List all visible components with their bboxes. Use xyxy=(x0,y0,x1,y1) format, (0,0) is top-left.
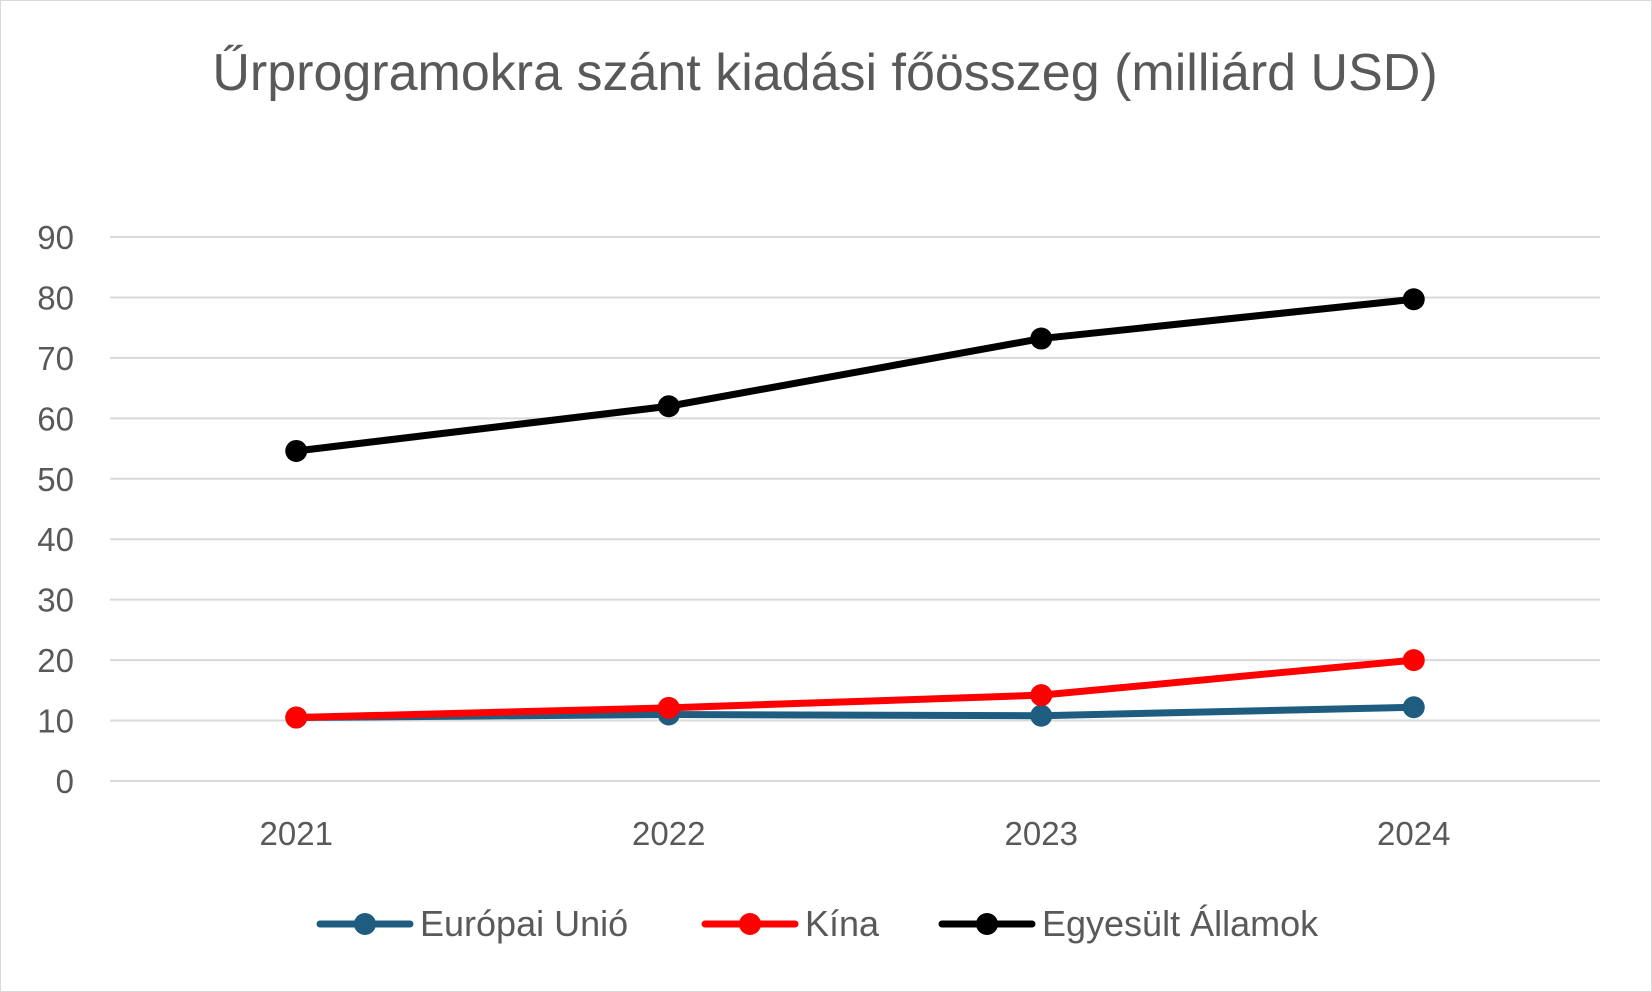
series-group xyxy=(285,288,1425,729)
legend-item: Európai Unió xyxy=(316,903,628,944)
gridlines xyxy=(110,236,1600,782)
data-point xyxy=(285,706,308,729)
series-line xyxy=(292,656,1418,722)
series-2 xyxy=(285,288,1425,462)
data-point xyxy=(1030,327,1053,350)
data-point xyxy=(285,439,308,462)
data-point xyxy=(1402,649,1425,672)
series-line xyxy=(292,295,1418,455)
y-tick-label: 90 xyxy=(37,219,74,256)
y-tick-label: 0 xyxy=(56,763,74,800)
x-tick-label: 2023 xyxy=(1005,815,1078,852)
y-tick-label: 40 xyxy=(37,521,74,558)
data-point xyxy=(1402,288,1425,311)
series-1 xyxy=(285,649,1425,729)
y-tick-label: 70 xyxy=(37,340,74,377)
legend-label: Egyesült Államok xyxy=(1042,903,1319,944)
y-tick-label: 80 xyxy=(37,279,74,316)
legend: Európai Unió Kína Egyesült Államok xyxy=(316,903,1319,944)
legend-swatch-marker xyxy=(976,913,998,935)
legend-item: Kína xyxy=(701,903,880,944)
data-point xyxy=(657,395,680,418)
y-tick-label: 20 xyxy=(37,642,74,679)
chart-title: Űrprogramokra szánt kiadási főösszeg (mi… xyxy=(212,44,1438,102)
y-axis-ticks: 0 10 20 30 40 50 60 70 80 90 xyxy=(37,219,74,800)
legend-item: Egyesült Államok xyxy=(938,903,1319,944)
y-tick-label: 10 xyxy=(37,703,74,740)
x-tick-label: 2024 xyxy=(1377,815,1450,852)
legend-label: Európai Unió xyxy=(420,903,628,944)
data-point xyxy=(1402,696,1425,719)
legend-label: Kína xyxy=(805,903,880,944)
legend-swatch-marker xyxy=(739,913,761,935)
data-point xyxy=(657,696,680,719)
x-axis-ticks: 2021 2022 2023 2024 xyxy=(260,815,1451,852)
x-tick-label: 2022 xyxy=(632,815,705,852)
legend-swatch-marker xyxy=(354,913,376,935)
y-tick-label: 60 xyxy=(37,400,74,437)
x-tick-label: 2021 xyxy=(260,815,333,852)
data-point xyxy=(1030,684,1053,707)
y-tick-label: 30 xyxy=(37,582,74,619)
data-point xyxy=(1030,704,1053,727)
y-tick-label: 50 xyxy=(37,461,74,498)
